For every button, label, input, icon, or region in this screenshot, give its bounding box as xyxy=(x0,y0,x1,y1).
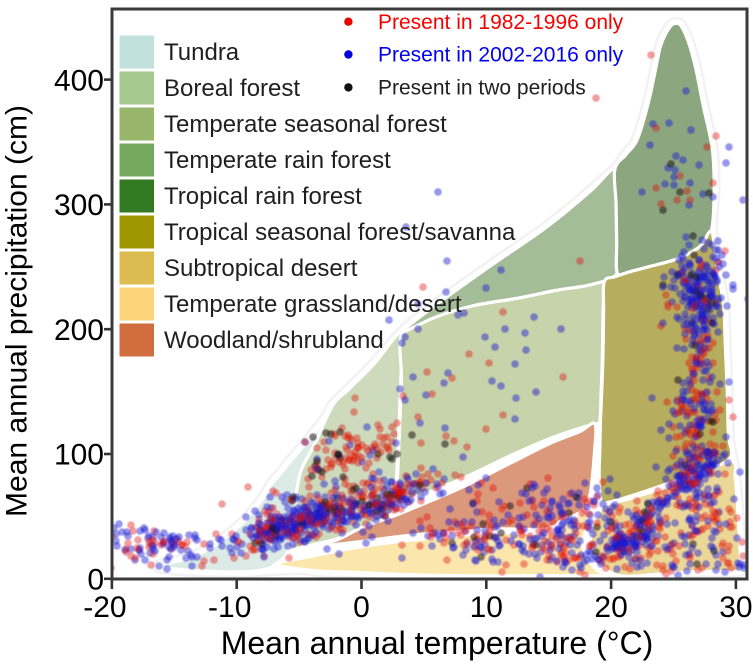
svg-text:Temperate grassland/desert: Temperate grassland/desert xyxy=(164,291,462,318)
svg-text:Temperate seasonal forest: Temperate seasonal forest xyxy=(164,111,447,138)
svg-text:Tropical rain forest: Tropical rain forest xyxy=(164,183,362,210)
svg-text:Present in 1982-1996 only: Present in 1982-1996 only xyxy=(378,11,624,34)
svg-text:400: 400 xyxy=(54,64,104,97)
svg-text:20: 20 xyxy=(594,591,627,624)
svg-text:0: 0 xyxy=(353,591,370,624)
svg-text:Woodland/shrubland: Woodland/shrubland xyxy=(164,327,384,354)
svg-text:200: 200 xyxy=(54,314,104,347)
svg-text:10: 10 xyxy=(470,591,503,624)
svg-text:Tundra: Tundra xyxy=(164,39,240,66)
svg-text:Temperate rain forest: Temperate rain forest xyxy=(164,147,391,174)
svg-text:300: 300 xyxy=(54,189,104,222)
svg-text:Mean annual temperature (°C): Mean annual temperature (°C) xyxy=(221,625,654,661)
svg-text:Tropical seasonal forest/savan: Tropical seasonal forest/savanna xyxy=(164,219,516,246)
svg-text:30: 30 xyxy=(719,591,752,624)
svg-text:Boreal forest: Boreal forest xyxy=(164,75,300,102)
svg-text:Present in two periods: Present in two periods xyxy=(378,77,586,100)
svg-text:Mean annual precipitation (cm): Mean annual precipitation (cm) xyxy=(1,105,34,517)
svg-text:Subtropical desert: Subtropical desert xyxy=(164,255,358,282)
svg-text:0: 0 xyxy=(87,564,104,597)
svg-text:100: 100 xyxy=(54,439,104,472)
svg-text:Present in 2002-2016 only: Present in 2002-2016 only xyxy=(378,44,624,67)
svg-text:-10: -10 xyxy=(208,591,251,624)
svg-text:-20: -20 xyxy=(83,591,126,624)
